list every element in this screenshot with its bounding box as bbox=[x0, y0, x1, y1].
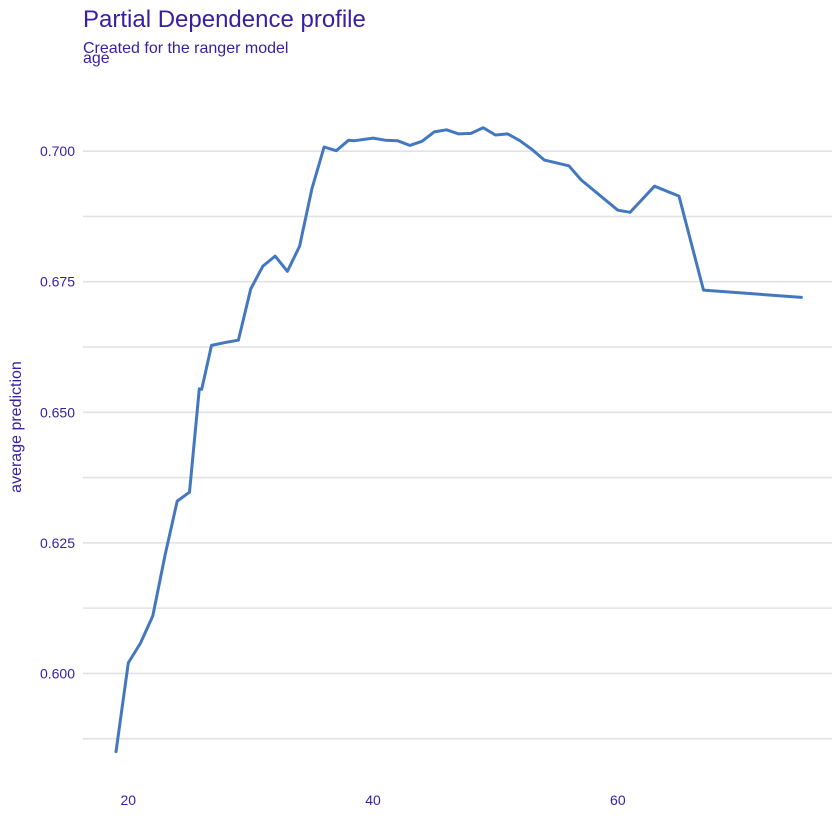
y-tick-label: 0.625 bbox=[40, 535, 75, 551]
y-tick-label: 0.650 bbox=[40, 404, 75, 420]
panel-label: age bbox=[83, 50, 110, 67]
gridlines bbox=[83, 150, 832, 740]
chart-title: Partial Dependence profile bbox=[83, 6, 366, 33]
y-axis-ticks: 0.600 0.625 0.650 0.675 0.700 bbox=[40, 143, 75, 681]
x-tick-label: 20 bbox=[120, 792, 136, 808]
y-tick-label: 0.600 bbox=[40, 665, 75, 681]
x-tick-label: 60 bbox=[610, 792, 626, 808]
series-layer bbox=[114, 126, 803, 754]
chart-subtitle: Created for the ranger model bbox=[83, 40, 289, 57]
profile-line bbox=[114, 126, 803, 754]
x-tick-label: 40 bbox=[365, 792, 381, 808]
y-tick-label: 0.675 bbox=[40, 274, 75, 290]
y-tick-label: 0.700 bbox=[40, 143, 75, 159]
y-axis-title: average prediction bbox=[8, 361, 25, 493]
x-axis-ticks: 20 40 60 bbox=[120, 792, 625, 808]
